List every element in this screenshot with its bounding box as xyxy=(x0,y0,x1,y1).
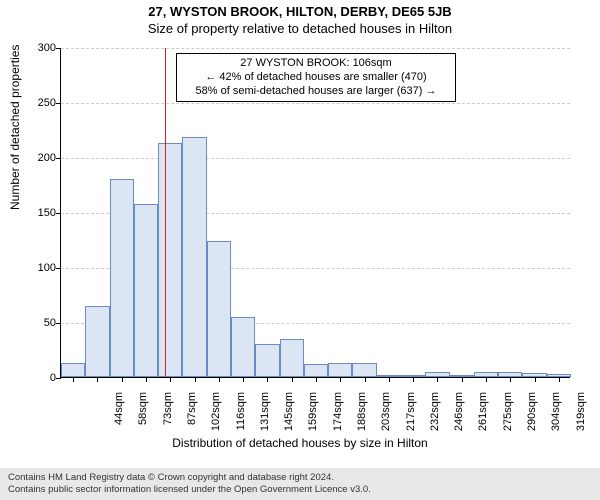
x-tick-mark xyxy=(243,377,244,382)
y-tick-label: 0 xyxy=(0,372,56,384)
y-axis-label: Number of detached properties xyxy=(8,45,22,210)
y-tick-label: 300 xyxy=(0,42,56,54)
x-tick-label: 102sqm xyxy=(210,392,222,442)
y-tick-mark xyxy=(56,378,61,379)
x-tick-mark xyxy=(535,377,536,382)
histogram-bar xyxy=(182,137,206,377)
y-tick-mark xyxy=(56,268,61,269)
annotation-line-3: 58% of semi-detached houses are larger (… xyxy=(183,85,449,99)
y-tick-mark xyxy=(56,213,61,214)
y-tick-label: 100 xyxy=(0,262,56,274)
histogram-bar xyxy=(207,241,231,377)
marker-line xyxy=(165,48,166,377)
y-tick-mark xyxy=(56,48,61,49)
histogram-bar xyxy=(61,363,85,377)
x-tick-mark xyxy=(170,377,171,382)
x-tick-mark xyxy=(559,377,560,382)
x-tick-label: 232sqm xyxy=(429,392,441,442)
x-tick-mark xyxy=(437,377,438,382)
chart-title-sub: Size of property relative to detached ho… xyxy=(0,19,600,36)
x-tick-mark xyxy=(510,377,511,382)
x-tick-label: 261sqm xyxy=(477,392,489,442)
x-tick-mark xyxy=(340,377,341,382)
x-tick-mark xyxy=(462,377,463,382)
x-tick-label: 87sqm xyxy=(186,392,198,442)
x-tick-mark xyxy=(413,377,414,382)
chart-container: 27, WYSTON BROOK, HILTON, DERBY, DE65 5J… xyxy=(0,0,600,468)
histogram-bar xyxy=(304,364,328,377)
gridline xyxy=(61,103,570,104)
x-tick-label: 145sqm xyxy=(283,392,295,442)
y-tick-mark xyxy=(56,103,61,104)
y-tick-label: 200 xyxy=(0,152,56,164)
histogram-bar xyxy=(158,143,182,377)
chart-title-main: 27, WYSTON BROOK, HILTON, DERBY, DE65 5J… xyxy=(0,0,600,19)
x-tick-mark xyxy=(219,377,220,382)
x-tick-label: 203sqm xyxy=(380,392,392,442)
footer-line-1: Contains HM Land Registry data © Crown c… xyxy=(8,472,592,484)
x-tick-mark xyxy=(97,377,98,382)
x-tick-mark xyxy=(122,377,123,382)
histogram-bar xyxy=(110,179,134,377)
x-tick-label: 304sqm xyxy=(550,392,562,442)
x-axis-label: Distribution of detached houses by size … xyxy=(0,436,600,450)
y-tick-label: 150 xyxy=(0,207,56,219)
x-tick-label: 275sqm xyxy=(502,392,514,442)
x-tick-mark xyxy=(195,377,196,382)
gridline xyxy=(61,158,570,159)
x-tick-label: 116sqm xyxy=(235,392,247,442)
annotation-line-1: 27 WYSTON BROOK: 106sqm xyxy=(183,57,449,71)
x-tick-label: 217sqm xyxy=(405,392,417,442)
annotation-box: 27 WYSTON BROOK: 106sqm ← 42% of detache… xyxy=(176,53,456,102)
y-tick-label: 50 xyxy=(0,317,56,329)
x-tick-label: 174sqm xyxy=(332,392,344,442)
histogram-bar xyxy=(231,317,255,378)
x-tick-label: 319sqm xyxy=(575,392,587,442)
x-tick-label: 188sqm xyxy=(356,392,368,442)
plot-area: 27 WYSTON BROOK: 106sqm ← 42% of detache… xyxy=(60,48,570,378)
y-tick-mark xyxy=(56,158,61,159)
x-tick-label: 246sqm xyxy=(453,392,465,442)
x-tick-mark xyxy=(316,377,317,382)
histogram-bar xyxy=(280,339,304,378)
histogram-bar xyxy=(328,363,352,377)
gridline xyxy=(61,48,570,49)
x-tick-label: 290sqm xyxy=(526,392,538,442)
x-tick-mark xyxy=(267,377,268,382)
x-tick-label: 159sqm xyxy=(307,392,319,442)
x-tick-label: 73sqm xyxy=(162,392,174,442)
x-tick-mark xyxy=(486,377,487,382)
histogram-bar xyxy=(255,344,279,377)
x-tick-label: 131sqm xyxy=(259,392,271,442)
y-tick-mark xyxy=(56,323,61,324)
footer-line-2: Contains public sector information licen… xyxy=(8,484,592,496)
x-tick-mark xyxy=(146,377,147,382)
x-tick-mark xyxy=(389,377,390,382)
y-tick-label: 250 xyxy=(0,97,56,109)
histogram-bar xyxy=(352,363,376,377)
x-tick-mark xyxy=(292,377,293,382)
x-tick-label: 44sqm xyxy=(113,392,125,442)
footer: Contains HM Land Registry data © Crown c… xyxy=(0,468,600,500)
histogram-bar xyxy=(134,204,158,377)
histogram-bar xyxy=(85,306,109,378)
x-tick-label: 58sqm xyxy=(137,392,149,442)
x-tick-mark xyxy=(365,377,366,382)
annotation-line-2: ← 42% of detached houses are smaller (47… xyxy=(183,71,449,85)
x-tick-mark xyxy=(73,377,74,382)
